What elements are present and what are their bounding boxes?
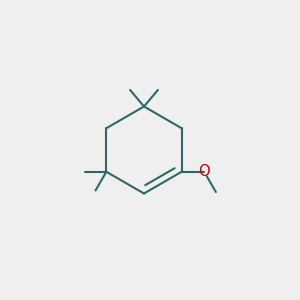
Text: O: O [198, 164, 210, 179]
